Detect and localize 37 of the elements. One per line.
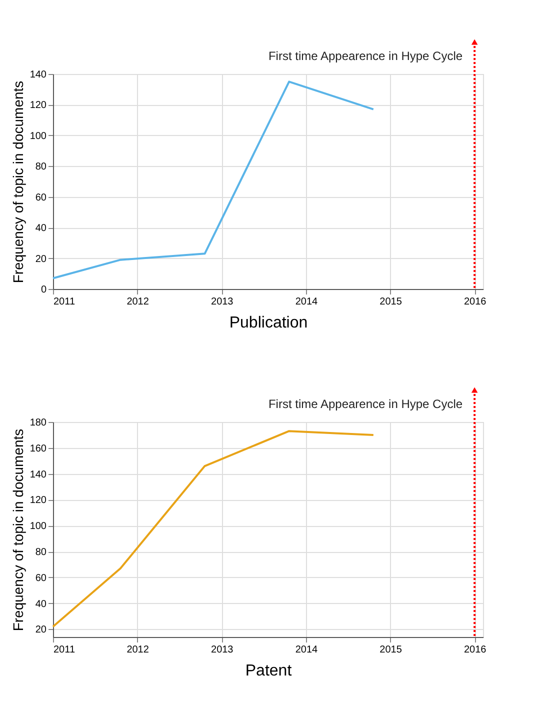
y-tick-label: 140 [30, 469, 47, 480]
y-tick-label: 0 [40, 284, 47, 296]
x-tick-label: 2014 [295, 644, 318, 656]
x-tick-label: 2016 [464, 644, 487, 656]
y-tick-label: 40 [35, 598, 47, 610]
line-series [52, 430, 374, 628]
x-tick-label: 2015 [380, 644, 402, 656]
ref-line-label: First time Appearence in Hype Cycle [268, 49, 463, 63]
x-tick-label: 2016 [464, 296, 487, 308]
x-tick-label: 2012 [126, 296, 150, 308]
y-axis-title: Frequency of topic in documents [10, 80, 26, 284]
y-tick-label: 60 [35, 192, 47, 204]
line-series [52, 80, 374, 280]
y-tick-label: 80 [35, 162, 47, 173]
y-tick-label: 140 [30, 70, 47, 80]
x-axis-title: Patent [245, 662, 292, 680]
y-tick-label: 100 [30, 521, 47, 532]
y-tick-label: 180 [30, 418, 47, 428]
y-tick-label: 40 [35, 223, 47, 234]
y-tick-label: 120 [30, 495, 47, 506]
y-tick-label: 100 [30, 130, 47, 142]
x-axis-title: Publication [229, 314, 308, 332]
x-tick-label: 2013 [211, 296, 234, 308]
x-tick-label: 2014 [295, 296, 318, 308]
y-tick-label: 80 [35, 547, 47, 558]
y-tick-label: 120 [30, 100, 47, 112]
x-tick-label: 2012 [126, 644, 150, 656]
y-tick-label: 60 [35, 572, 47, 584]
x-tick-label: 2013 [211, 644, 234, 656]
x-tick-label: 2011 [54, 296, 76, 308]
y-tick-label: 20 [35, 254, 47, 265]
y-axis-title: Frequency of topic in documents [10, 428, 26, 632]
y-tick-label: 20 [35, 624, 47, 636]
x-tick-label: 2015 [380, 296, 402, 308]
x-tick-label: 2011 [54, 644, 76, 656]
ref-line-label: First time Appearence in Hype Cycle [268, 397, 463, 411]
y-tick-label: 160 [30, 443, 47, 454]
